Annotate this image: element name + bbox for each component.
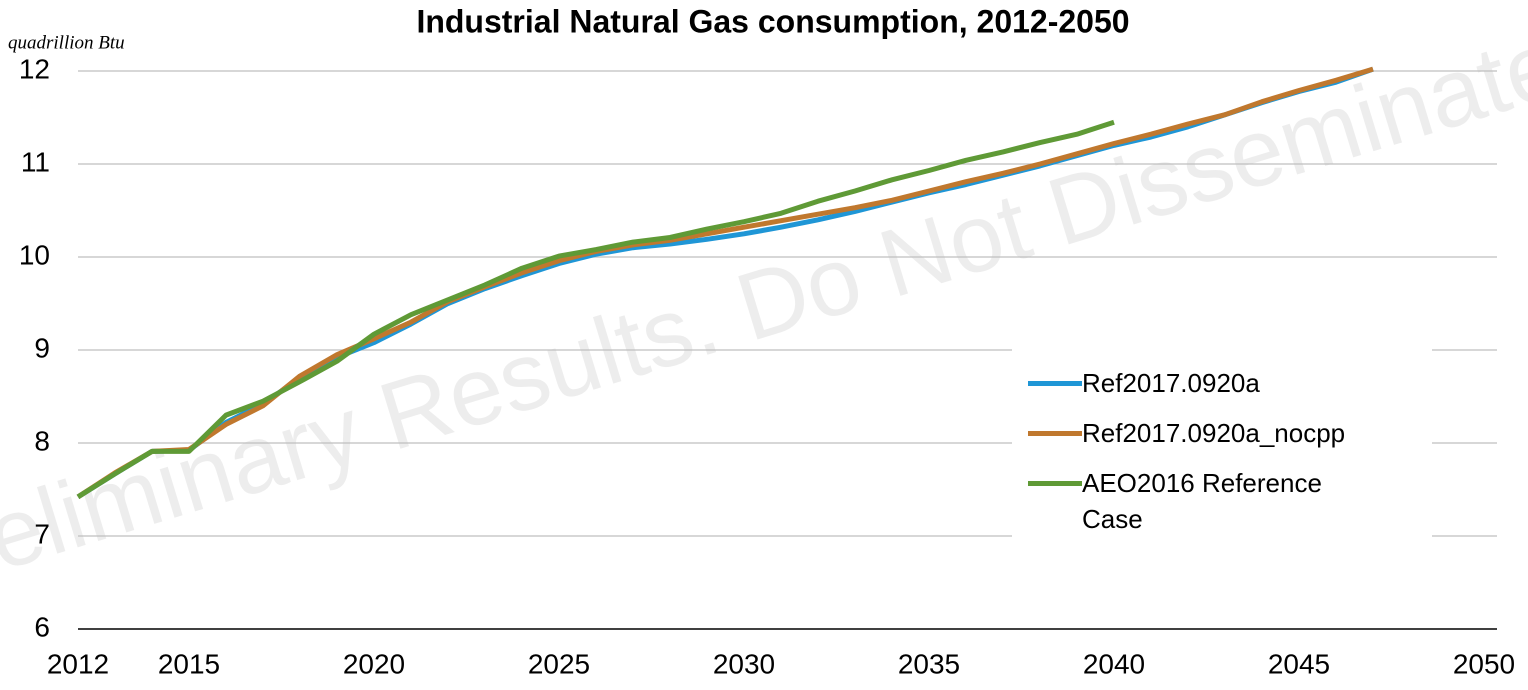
legend-label: AEO2016 Reference Case: [1082, 468, 1322, 534]
y-tick-label: 12: [19, 53, 50, 84]
legend-swatch: [1028, 431, 1082, 436]
legend-label: Ref2017.0920a: [1082, 368, 1260, 398]
x-tick-label: 2030: [713, 648, 775, 679]
x-tick-label: 2020: [343, 648, 405, 679]
x-tick-label: 2035: [898, 648, 960, 679]
series-line: [76, 66, 1374, 499]
x-tick-label: 2015: [158, 648, 220, 679]
chart-title: Industrial Natural Gas consumption, 2012…: [416, 3, 1129, 39]
y-tick-label: 9: [34, 332, 50, 363]
y-tick-label: 11: [21, 146, 50, 177]
x-tick-label: 2050: [1453, 648, 1515, 679]
y-axis-label: quadrillion Btu: [8, 32, 125, 53]
x-tick-label: 2012: [47, 648, 109, 679]
x-tick-label: 2045: [1268, 648, 1330, 679]
y-tick-label: 7: [34, 518, 50, 549]
legend-swatch: [1028, 381, 1082, 386]
legend-item: Ref2017.0920a: [1028, 365, 1432, 401]
series-line: [76, 119, 1115, 500]
y-tick-label: 8: [34, 425, 50, 456]
legend-swatch: [1028, 481, 1082, 486]
x-tick-label: 2040: [1083, 648, 1145, 679]
legend-item: Ref2017.0920a_nocpp: [1028, 415, 1432, 451]
y-tick-label: 10: [19, 239, 50, 270]
legend: Ref2017.0920a Ref2017.0920a_nocpp AEO2016 …: [1012, 345, 1432, 561]
legend-item: AEO2016 Reference Case: [1028, 465, 1432, 537]
y-tick-label: 6: [34, 611, 50, 642]
legend-label: Ref2017.0920a_nocpp: [1082, 418, 1346, 448]
x-tick-label: 2025: [528, 648, 590, 679]
